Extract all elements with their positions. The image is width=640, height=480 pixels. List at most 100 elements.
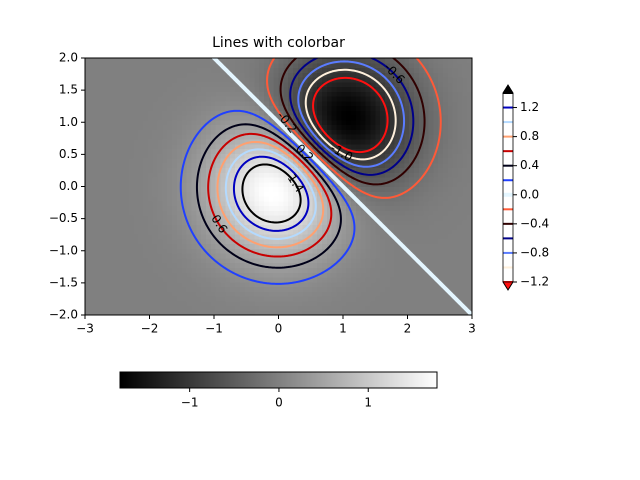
- image-cell: [273, 310, 280, 315]
- image-cell: [128, 129, 134, 135]
- image-cell: [447, 81, 454, 88]
- image-cell: [438, 96, 444, 102]
- image-cell: [293, 191, 299, 197]
- image-cell: [186, 186, 193, 192]
- image-cell: [389, 96, 396, 102]
- image-cell: [147, 243, 154, 249]
- image-cell: [288, 72, 294, 78]
- image-cell: [336, 176, 342, 183]
- image-cell: [104, 229, 110, 235]
- image-cell: [423, 148, 430, 154]
- image-cell: [85, 219, 91, 226]
- image-cell: [263, 138, 270, 145]
- contour-line: [289, 58, 415, 176]
- image-cell: [147, 134, 154, 140]
- image-cell: [336, 96, 342, 102]
- image-cell: [181, 234, 188, 240]
- image-cell: [225, 110, 231, 116]
- image-cell: [176, 295, 183, 302]
- image-cell: [191, 267, 197, 273]
- image-cell: [181, 86, 188, 92]
- image-cell: [123, 162, 130, 169]
- image-cell: [249, 224, 255, 230]
- image-cell: [220, 186, 226, 192]
- image-cell: [341, 205, 347, 211]
- image-cell: [172, 96, 178, 102]
- image-cell: [143, 62, 149, 69]
- image-cell: [409, 291, 415, 297]
- image-cell: [210, 67, 217, 73]
- image-cell: [447, 253, 454, 259]
- image-cell: [326, 143, 333, 150]
- image-cell: [201, 186, 207, 192]
- image-cell: [99, 157, 105, 164]
- image-cell: [409, 210, 415, 216]
- image-cell: [288, 300, 294, 307]
- image-cell: [433, 224, 439, 230]
- image-cell: [167, 110, 173, 116]
- image-cell: [438, 91, 444, 97]
- image-cell: [220, 272, 226, 278]
- image-cell: [220, 276, 226, 283]
- image-cell: [433, 196, 439, 202]
- image-cell: [322, 305, 328, 311]
- image-cell: [85, 115, 91, 121]
- image-cell: [143, 276, 149, 283]
- image-cell: [447, 305, 454, 311]
- image-cell: [186, 157, 193, 164]
- image-cell: [172, 196, 178, 202]
- image-cell: [268, 276, 275, 283]
- image-cell: [230, 143, 236, 150]
- image-cell: [215, 153, 222, 159]
- image-cell: [370, 257, 376, 264]
- image-cell: [423, 124, 430, 130]
- image-cell: [394, 138, 401, 145]
- image-cell: [278, 248, 284, 254]
- image-cell: [249, 124, 255, 130]
- image-cell: [162, 310, 168, 315]
- image-cell: [447, 224, 454, 230]
- image-cell: [186, 67, 193, 73]
- image-cell: [404, 134, 410, 140]
- image-cell: [341, 91, 347, 97]
- image-cell: [259, 238, 265, 245]
- image-cell: [147, 300, 154, 307]
- image-cell: [128, 305, 134, 311]
- image-cell: [205, 115, 212, 121]
- image-cell: [85, 229, 91, 235]
- image-cell: [249, 77, 255, 83]
- image-cell: [239, 86, 246, 92]
- image-cell: [331, 81, 338, 88]
- image-cell: [297, 91, 304, 97]
- image-cell: [423, 291, 430, 297]
- image-cell: [394, 229, 401, 235]
- image-cell: [94, 200, 101, 207]
- image-cell: [389, 58, 396, 64]
- image-cell: [104, 86, 110, 92]
- image-cell: [307, 62, 313, 69]
- image-cell: [442, 86, 449, 92]
- image-cell: [152, 72, 159, 78]
- image-cell: [104, 181, 110, 188]
- image-cell: [176, 100, 183, 107]
- image-cell: [302, 253, 309, 259]
- image-cell: [283, 310, 289, 315]
- image-cell: [244, 119, 251, 126]
- image-cell: [360, 186, 367, 192]
- image-cell: [259, 77, 265, 83]
- image-cell: [341, 215, 347, 221]
- image-cell: [331, 234, 338, 240]
- image-cell: [167, 162, 173, 169]
- image-cell: [176, 272, 183, 278]
- image-cell: [94, 138, 101, 145]
- image-cell: [138, 124, 144, 130]
- image-colorbar: [119, 371, 438, 389]
- image-cell: [162, 148, 168, 154]
- image-cell: [176, 129, 183, 135]
- image-cell: [196, 238, 202, 245]
- image-cell: [196, 234, 202, 240]
- image-cell: [442, 238, 449, 245]
- image-cell: [365, 276, 372, 283]
- image-cell: [283, 215, 289, 221]
- image-cell: [370, 129, 376, 135]
